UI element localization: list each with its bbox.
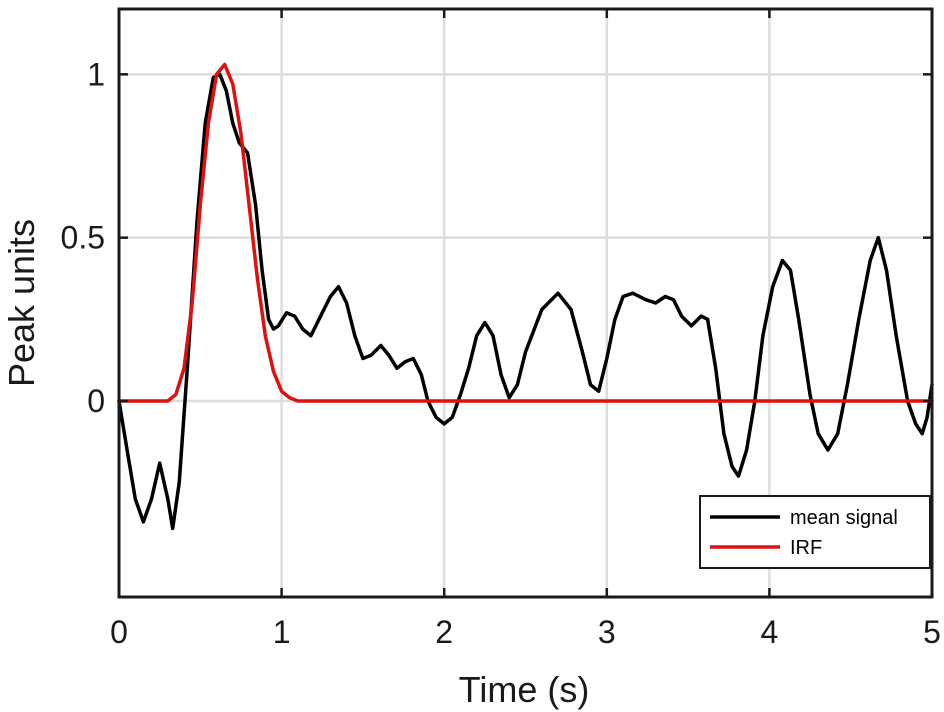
- data-series: [117, 62, 934, 531]
- series-line-irf: [117, 62, 934, 403]
- legend-box: [699, 495, 931, 569]
- legend-label-irf: IRF: [790, 537, 822, 559]
- axes: [117, 7, 934, 599]
- plot-frame: [117, 7, 934, 599]
- y-tick-labels: 00.51: [61, 56, 105, 419]
- y-tick-label: 0: [87, 383, 105, 419]
- x-tick-label: 2: [435, 614, 453, 650]
- x-tick-label: 1: [273, 614, 291, 650]
- legend-label-mean-signal: mean signal: [790, 507, 898, 529]
- x-tick-label: 4: [761, 614, 779, 650]
- x-tick-label: 3: [598, 614, 616, 650]
- y-tick-label: 0.5: [61, 220, 105, 256]
- x-axis-label: Time (s): [459, 669, 590, 710]
- grid-lines: [119, 9, 932, 597]
- series-line-mean-signal: [117, 72, 934, 531]
- legend: mean signal IRF: [699, 495, 931, 569]
- x-tick-label: 5: [923, 614, 941, 650]
- x-tick-label: 0: [110, 614, 128, 650]
- x-tick-labels: 0 1 2 3 4 5: [110, 614, 941, 650]
- y-tick-label: 1: [87, 56, 105, 92]
- y-axis-label: Peak units: [1, 219, 42, 387]
